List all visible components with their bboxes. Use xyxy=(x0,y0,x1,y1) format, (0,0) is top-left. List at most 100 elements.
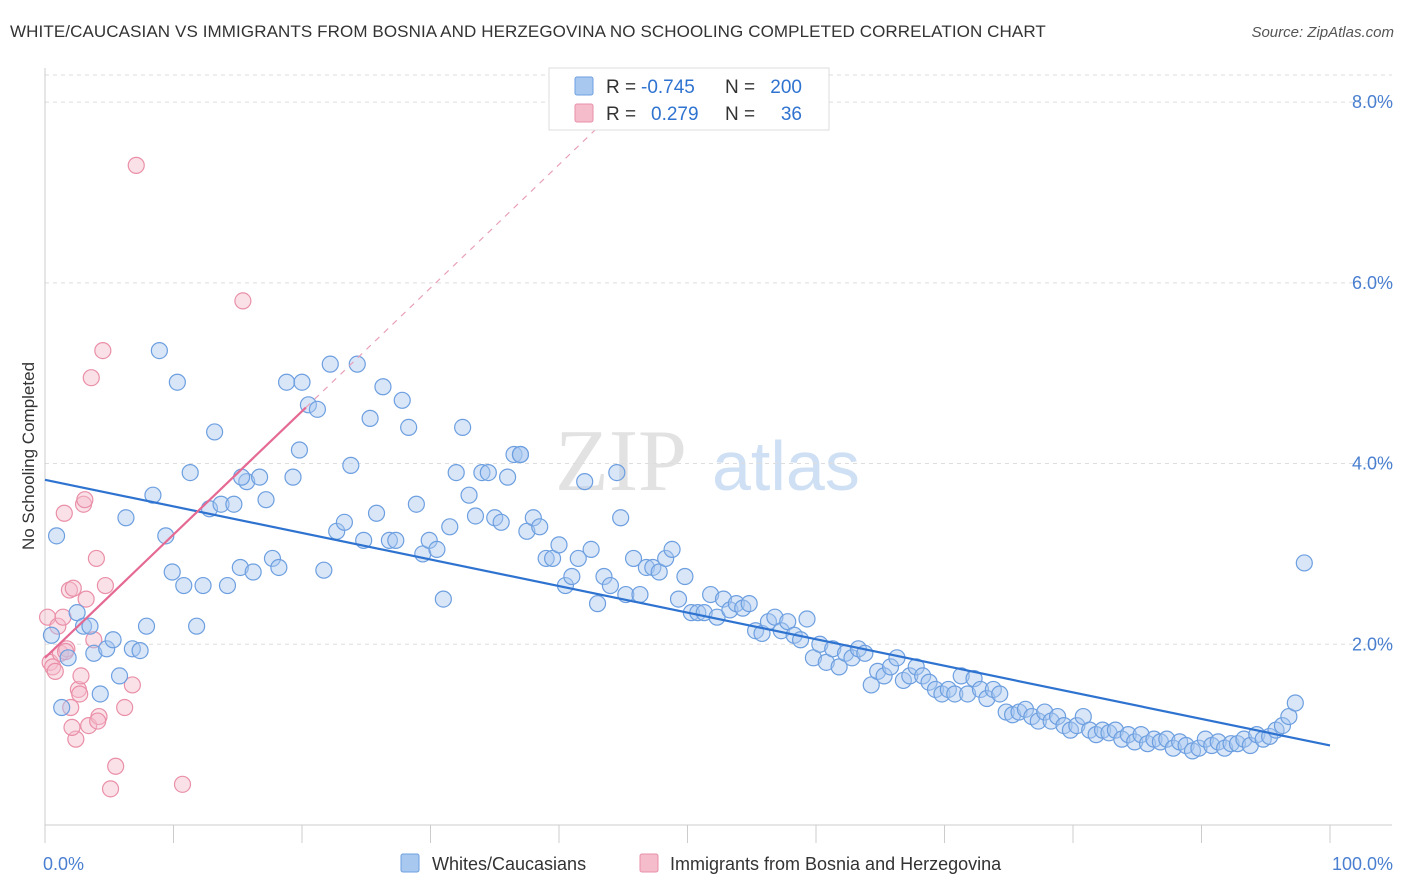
blue-point-29 xyxy=(225,495,243,513)
blue-point-82 xyxy=(576,473,594,491)
blue-point-145 xyxy=(978,689,996,708)
bottom-legend-swatch-blue xyxy=(400,853,420,873)
blue-point-90 xyxy=(624,549,643,568)
blue-point-108 xyxy=(740,595,758,613)
blue-point-95 xyxy=(657,549,675,568)
blue-point-46 xyxy=(342,456,360,474)
pink-point-35 xyxy=(234,292,252,310)
grid-lines xyxy=(45,74,1392,645)
blue-point-67 xyxy=(479,463,497,482)
blue-trend-line xyxy=(44,478,1331,747)
pink-point-3 xyxy=(46,662,64,680)
blue-point-136 xyxy=(920,673,938,691)
blue-point-52 xyxy=(380,531,398,549)
blue-point-10 xyxy=(104,631,122,649)
blue-point-76 xyxy=(537,549,555,568)
watermark-zip: ZIP xyxy=(555,413,687,510)
pink-point-17 xyxy=(76,491,94,509)
pink-point-15 xyxy=(72,667,90,685)
blue-point-69 xyxy=(492,513,510,531)
y-tick-label-3: 8.0% xyxy=(1352,92,1393,112)
blue-point-34 xyxy=(257,491,275,509)
blue-point-156 xyxy=(1048,707,1067,726)
blue-point-1 xyxy=(47,527,66,545)
blue-point-15 xyxy=(137,617,156,635)
blue-point-154 xyxy=(1036,703,1054,721)
blue-point-38 xyxy=(284,468,302,486)
blue-point-104 xyxy=(714,590,733,608)
pink-point-30 xyxy=(63,718,81,737)
legend-n-value-0: 200 xyxy=(770,77,802,98)
blue-point-59 xyxy=(428,540,446,558)
legend-r-value-1: 0.279 xyxy=(651,104,699,125)
pink-point-18 xyxy=(77,590,95,608)
blue-point-61 xyxy=(441,518,459,536)
blue-point-49 xyxy=(361,409,379,427)
legend-n-label-0: N = xyxy=(725,77,755,98)
blue-point-141 xyxy=(952,667,970,685)
blue-point-0 xyxy=(42,626,61,644)
blue-point-71 xyxy=(505,445,523,464)
blue-point-91 xyxy=(631,585,649,604)
blue-point-169 xyxy=(1132,726,1150,744)
pink-point-33 xyxy=(127,156,145,174)
y-tick-label-2: 6.0% xyxy=(1352,273,1393,293)
blue-point-147 xyxy=(991,685,1009,703)
trend-lines xyxy=(44,74,1331,747)
blue-point-70 xyxy=(499,468,517,486)
pink-point-11 xyxy=(64,579,82,597)
blue-point-196 xyxy=(511,445,530,464)
bottom-legend-label-1: Immigrants from Bosnia and Herzegovina xyxy=(670,854,1002,874)
blue-point-129 xyxy=(875,667,893,685)
blue-point-42 xyxy=(315,561,333,579)
blue-point-87 xyxy=(608,463,626,482)
blue-point-85 xyxy=(595,567,613,586)
blue-point-21 xyxy=(175,576,193,595)
blue-point-36 xyxy=(270,558,288,577)
blue-point-5 xyxy=(74,617,93,635)
blue-point-140 xyxy=(946,685,964,703)
pink-point-28 xyxy=(116,698,134,717)
blue-point-88 xyxy=(612,509,630,527)
y-tick-label-1: 4.0% xyxy=(1352,454,1393,474)
blue-point-50 xyxy=(367,504,386,522)
blue-point-78 xyxy=(550,536,568,554)
x-tick-label-0: 0.0% xyxy=(43,854,84,874)
legend-r-value-0: -0.745 xyxy=(641,77,695,98)
blue-point-151 xyxy=(1016,700,1035,718)
top-legend: R = -0.745 N = 200 R = 0.279 N = 36 xyxy=(548,67,830,131)
y-axis-title: No Schooling Completed xyxy=(19,362,38,550)
bottom-legend-label-0: Whites/Caucasians xyxy=(432,854,586,874)
blue-point-143 xyxy=(965,670,983,688)
blue-point-133 xyxy=(901,667,919,685)
pink-point-7 xyxy=(55,504,73,522)
blue-point-142 xyxy=(959,685,977,703)
blue-point-81 xyxy=(569,549,587,568)
blue-point-124 xyxy=(843,649,861,667)
pink-point-22 xyxy=(87,549,106,568)
blue-point-135 xyxy=(914,667,932,685)
blue-point-53 xyxy=(387,531,405,549)
blue-point-45 xyxy=(335,513,354,531)
blue-point-62 xyxy=(447,463,465,482)
blue-point-27 xyxy=(212,495,230,513)
blue-point-55 xyxy=(400,418,418,437)
blue-point-165 xyxy=(1106,721,1125,739)
blue-point-197 xyxy=(233,468,251,486)
y-tick-label-0: 2.0% xyxy=(1352,634,1393,654)
legend-swatch-blue xyxy=(574,76,594,96)
blue-point-37 xyxy=(277,373,296,391)
blue-point-183 xyxy=(1222,735,1240,753)
legend-r-label-1: R = xyxy=(606,104,636,125)
blue-point-12 xyxy=(117,509,135,527)
blue-point-153 xyxy=(1029,712,1047,730)
blue-point-39 xyxy=(290,441,309,459)
watermark-atlas: atlas xyxy=(712,427,860,505)
blue-point-181 xyxy=(1209,733,1227,751)
blue-point-54 xyxy=(393,391,411,409)
blue-point-117 xyxy=(798,610,816,628)
blue-point-75 xyxy=(531,518,549,536)
x-tick-label-1: 100.0% xyxy=(1332,854,1393,874)
blue-point-43 xyxy=(321,355,339,373)
